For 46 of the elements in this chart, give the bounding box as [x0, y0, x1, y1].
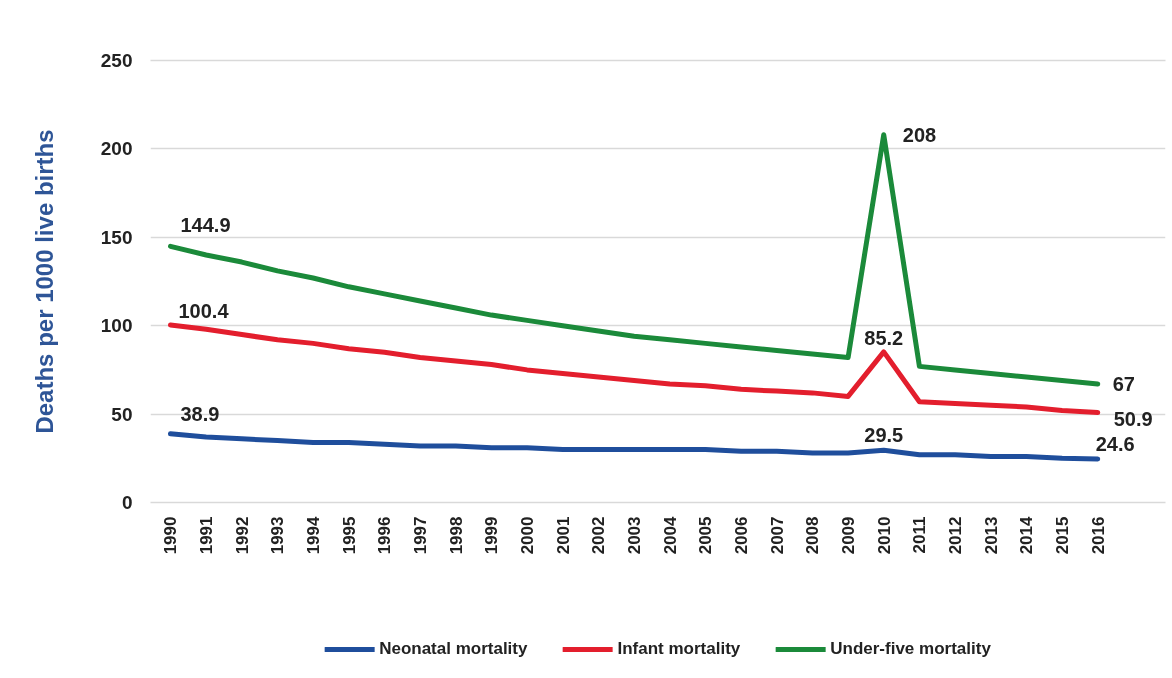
y-tick-label: 50 — [111, 403, 133, 425]
y-tick-label: 250 — [100, 50, 133, 71]
x-tick-label: 2010 — [874, 516, 894, 555]
x-tick-label: 2014 — [1017, 515, 1037, 555]
data-label: 100.4 — [178, 299, 230, 322]
x-tick-label: 2015 — [1053, 516, 1073, 555]
data-label: 24.6 — [1095, 433, 1135, 456]
x-tick-label: 1990 — [161, 516, 181, 555]
y-tick-label: 200 — [100, 138, 133, 160]
x-tick-label: 2000 — [518, 516, 538, 555]
x-tick-label: 2009 — [839, 516, 859, 555]
x-tick-label: 2008 — [803, 516, 823, 555]
data-label: 208 — [902, 123, 937, 146]
data-label: 85.2 — [864, 326, 904, 349]
x-tick-label: 1997 — [411, 516, 431, 555]
x-tick-label: 2003 — [625, 516, 645, 555]
legend-label: Infant mortality — [617, 639, 741, 659]
data-label: 67 — [1112, 373, 1135, 396]
x-tick-label: 1994 — [304, 515, 324, 555]
y-tick-label: 100 — [100, 315, 133, 337]
x-tick-label: 1999 — [482, 516, 502, 555]
x-tick-label: 1998 — [446, 516, 466, 555]
y-axis-title: Deaths per 1000 live births — [30, 129, 58, 434]
data-label: 50.9 — [1113, 407, 1153, 430]
x-tick-label: 2005 — [696, 516, 716, 555]
data-label: 29.5 — [864, 424, 904, 447]
x-tick-label: 1995 — [339, 516, 359, 555]
x-tick-label: 2013 — [981, 516, 1001, 555]
x-tick-label: 1996 — [375, 516, 395, 555]
data-label: 38.9 — [180, 402, 220, 425]
x-tick-label: 2001 — [553, 516, 573, 555]
y-tick-label: 0 — [121, 492, 133, 513]
data-label: 144.9 — [180, 214, 231, 237]
legend-label: Neonatal mortality — [379, 639, 528, 659]
x-tick-label: 2004 — [660, 515, 680, 555]
x-tick-label: 2002 — [589, 516, 609, 555]
x-tick-label: 1991 — [197, 516, 217, 555]
x-tick-label: 2007 — [767, 516, 787, 555]
x-tick-label: 1993 — [268, 516, 288, 555]
x-tick-label: 2011 — [910, 516, 930, 554]
x-tick-label: 2006 — [732, 516, 752, 555]
x-tick-label: 2016 — [1088, 516, 1108, 555]
y-tick-label: 150 — [100, 226, 133, 248]
x-tick-label: 1992 — [232, 516, 252, 555]
legend-label: Under-five mortality — [830, 639, 991, 659]
x-tick-label: 2012 — [946, 516, 966, 555]
